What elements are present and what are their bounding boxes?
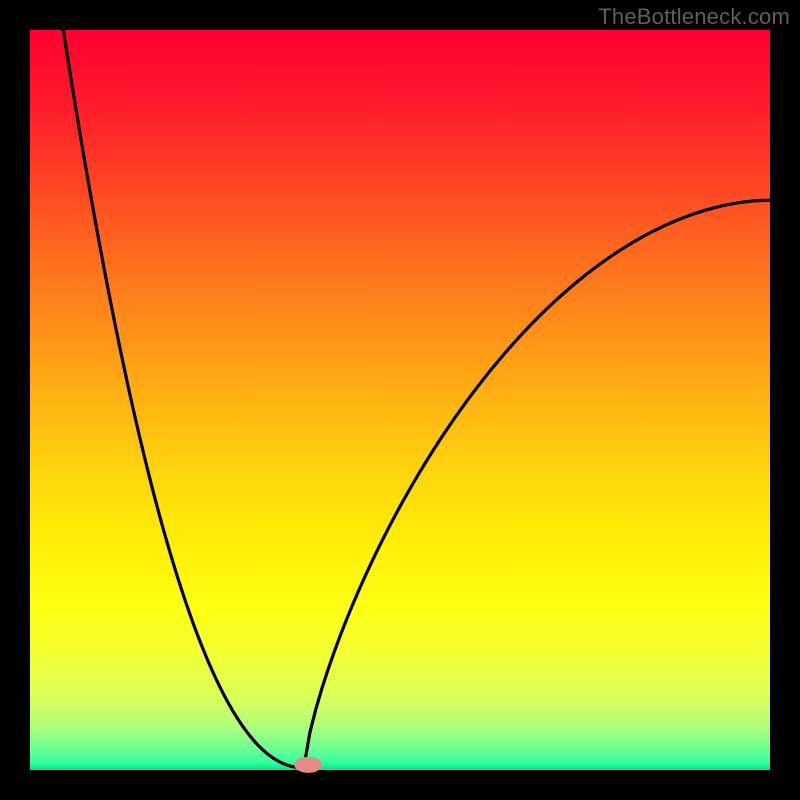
minimum-marker	[294, 757, 322, 773]
bottleneck-chart	[0, 0, 800, 800]
plot-background	[30, 30, 770, 770]
watermark-text: TheBottleneck.com	[598, 4, 790, 30]
chart-container: TheBottleneck.com	[0, 0, 800, 800]
